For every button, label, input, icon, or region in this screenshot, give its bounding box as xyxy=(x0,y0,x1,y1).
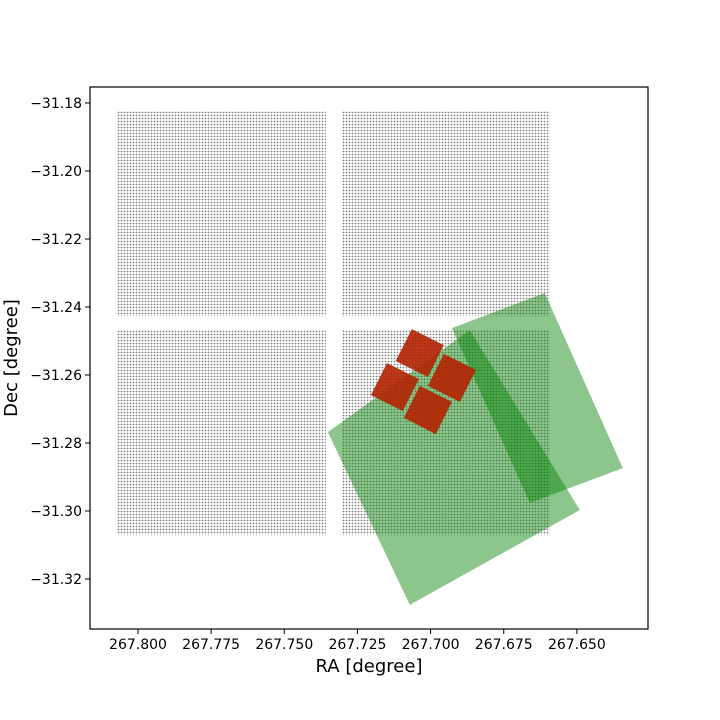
x-tick-label: 267.650 xyxy=(548,637,606,653)
point-cloud xyxy=(370,363,419,412)
plot-area xyxy=(116,111,623,605)
x-tick-label: 267.750 xyxy=(255,637,313,653)
x-tick-label: 267.700 xyxy=(402,637,460,653)
x-tick-label: 267.725 xyxy=(328,637,386,653)
point-cloud xyxy=(116,111,326,317)
point-cloud xyxy=(116,330,326,536)
point-cloud xyxy=(427,353,476,402)
y-tick-label: −31.22 xyxy=(30,232,82,248)
y-axis-title: Dec [degree] xyxy=(1,299,22,417)
point-cloud xyxy=(395,329,444,378)
x-axis-title: RA [degree] xyxy=(316,656,423,677)
y-tick-label: −31.28 xyxy=(30,436,82,452)
point-cloud xyxy=(341,111,550,317)
point-cloud xyxy=(403,385,452,435)
point-cloud xyxy=(451,293,623,503)
y-tick-label: −31.20 xyxy=(30,164,82,180)
x-tick-label: 267.800 xyxy=(109,637,167,653)
y-tick-label: −31.26 xyxy=(30,368,82,384)
y-tick-label: −31.30 xyxy=(30,504,82,520)
plot-frame xyxy=(89,86,649,630)
y-tick-label: −31.32 xyxy=(30,572,82,588)
y-tick-label: −31.24 xyxy=(30,300,82,316)
y-tick-label: −31.18 xyxy=(30,96,82,112)
x-tick-label: 267.675 xyxy=(475,637,533,653)
x-tick-label: 267.775 xyxy=(182,637,240,653)
